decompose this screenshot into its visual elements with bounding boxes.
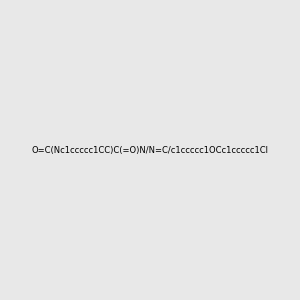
Text: O=C(Nc1ccccc1CC)C(=O)N/N=C/c1ccccc1OCc1ccccc1Cl: O=C(Nc1ccccc1CC)C(=O)N/N=C/c1ccccc1OCc1c… (32, 146, 268, 154)
